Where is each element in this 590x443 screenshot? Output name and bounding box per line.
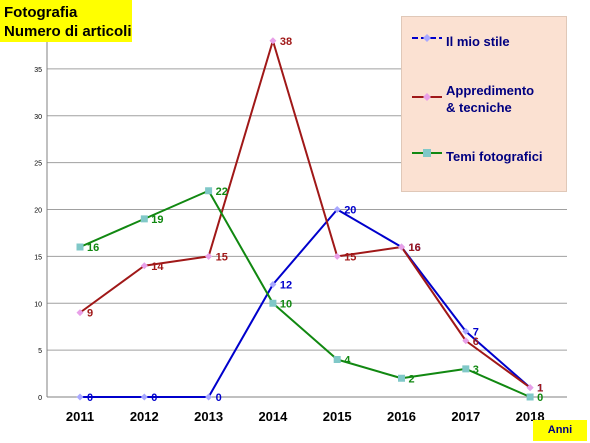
data-label-s1-2011: 9 [87,308,93,320]
marker-s1-2013 [205,252,213,260]
marker-s1-2017 [462,337,470,345]
data-label-s2-2012: 19 [151,214,163,226]
data-label-s2-2011: 16 [87,242,99,254]
legend-item-appredimento: Appredimento & tecniche [402,82,568,122]
data-label-s2-2014: 10 [280,298,292,310]
marker-s0-2012 [140,393,148,401]
x-tick-label-2016: 2016 [387,409,416,424]
marker-s0-2017 [462,327,470,335]
data-label-s0-2017: 7 [473,326,479,338]
marker-s1-2012 [140,262,148,270]
legend: Il mio stile Appredimento & tecniche Tem… [401,16,567,192]
marker-s2-2014 [269,299,277,307]
data-label-s0-2014: 12 [280,280,292,292]
x-tick-label-2013: 2013 [194,409,223,424]
legend-label-il-mio-stile: Il mio stile [446,34,510,49]
data-label-s1-2018: 1 [537,383,543,395]
series-line-2 [79,189,531,398]
data-label-s0-2015: 20 [344,205,356,217]
data-label-s1-2017: 6 [473,336,479,348]
x-tick-label-2014: 2014 [258,409,288,424]
marker-s2-2018 [526,393,534,401]
data-label-s1-2014: 38 [280,36,292,48]
marker-s1-2018 [526,384,534,392]
x-axis-label: Anni [533,420,587,441]
data-label-s2-2015: 4 [344,355,351,367]
y-tick-label-25: 25 [34,161,42,168]
data-label-s0-2013: 0 [216,392,222,404]
data-label-s2-2016: 2 [409,373,415,385]
series-line-0 [80,208,531,398]
marker-s0-2011 [76,393,84,401]
marker-s0-2014 [269,281,277,288]
marker-s0-2013 [205,393,213,401]
data-label-s2-2017: 3 [473,364,479,376]
gridlines [47,68,567,351]
data-label-s1-2016: 16 [409,242,421,254]
marker-s1-2011 [76,309,84,317]
marker-s2-2016 [398,374,405,382]
marker-s2-2012 [140,215,148,223]
data-label-s0-2012: 0 [151,392,157,404]
legend-marker-red-icon [412,93,442,101]
data-label-s2-2013: 22 [216,186,228,198]
y-tick-label-0: 0 [38,395,42,402]
series-markers [76,37,534,401]
legend-marker-blue-dashed-icon [412,34,442,42]
chart-title-line-2: Numero di articoli [4,23,132,40]
data-label-s1-2013: 15 [216,251,228,263]
y-tick-label-35: 35 [34,67,42,74]
data-label-s0-2018: 1 [537,383,543,395]
marker-s2-2011 [76,243,84,251]
series-lines [79,39,531,398]
chart-title: Fotografia Numero di articoli [0,0,132,42]
legend-item-il-mio-stile: Il mio stile [402,33,568,73]
y-tick-label-20: 20 [34,208,42,215]
x-tick-label-2011: 2011 [66,409,94,424]
data-label-s0-2011: 0 [87,392,93,404]
y-tick-label-5: 5 [38,348,42,355]
legend-marker-green-icon [412,149,442,157]
data-label-s1-2012: 14 [151,261,164,273]
y-tick-label-10: 10 [34,301,42,308]
y-tick-label-30: 30 [34,114,42,121]
x-tick-label-2012: 2012 [130,409,159,424]
data-label-s0-2016: 16 [409,242,421,254]
y-tick-label-15: 15 [34,254,42,261]
legend-label-appredimento: Appredimento & tecniche [446,83,535,115]
marker-s1-2016 [398,243,405,251]
series-line-1 [79,39,531,389]
marker-s2-2015 [333,356,341,363]
data-label-s2-2018: 0 [537,392,543,404]
marker-s2-2017 [462,365,470,373]
x-tick-label-2017: 2017 [451,409,480,424]
marker-s0-2015 [333,206,341,213]
marker-s2-2013 [205,187,213,195]
x-tick-label-2015: 2015 [323,409,352,424]
legend-item-temi-fotografici: Temi fotografici [402,148,568,188]
marker-s1-2014 [269,37,277,45]
marker-s1-2015 [333,252,341,260]
data-label-s1-2015: 15 [344,251,356,263]
chart-title-line-1: Fotografia [4,4,78,21]
legend-label-temi-fotografici: Temi fotografici [446,149,543,164]
